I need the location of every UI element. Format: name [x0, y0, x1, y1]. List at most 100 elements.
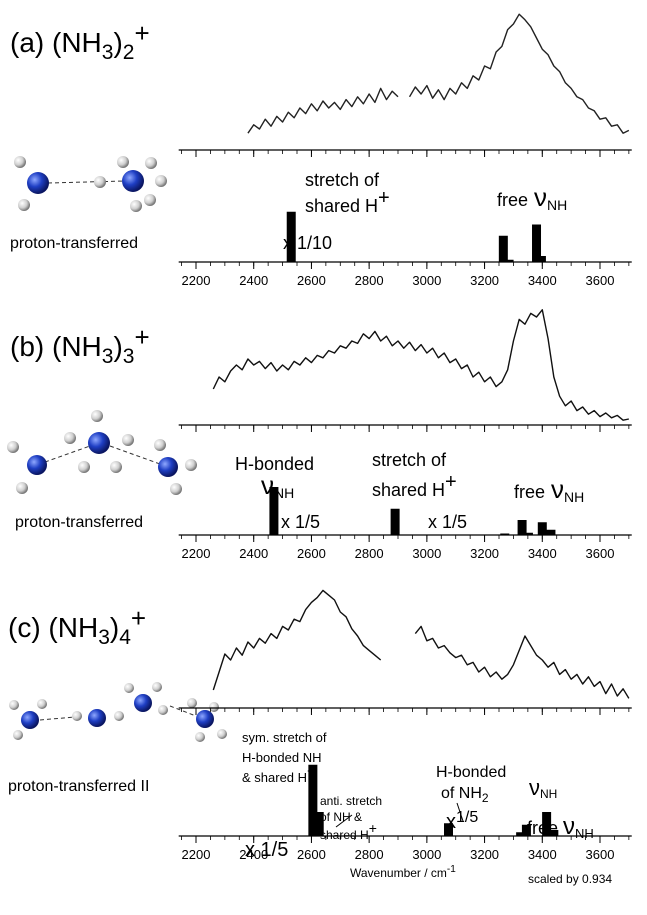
figure: (a) (NH3)2+ (b) (NH3)3+ (c) (NH3)4+ prot…	[0, 0, 647, 915]
annotation: sym. stretch of	[242, 730, 327, 745]
annotation-sup: +	[445, 471, 457, 493]
annotation-sub: NH	[575, 826, 594, 841]
stick-bar	[444, 823, 453, 836]
title-part: )	[110, 612, 119, 643]
x-tick-label: 3000	[412, 273, 441, 288]
x-tick-label: 2400	[239, 847, 268, 862]
annotation: of NH2	[441, 785, 489, 805]
annotation: shared H+	[305, 187, 390, 216]
annotation-sup: +	[369, 820, 377, 836]
annotation-part: shared H	[305, 196, 378, 216]
x-tick-label: 3000	[412, 546, 441, 561]
note: scaled by 0.934	[528, 872, 612, 886]
title-sub: 4	[119, 626, 131, 649]
molecule-c	[9, 682, 227, 742]
stick-bar	[269, 487, 278, 535]
stick-bar	[500, 534, 509, 536]
title-sup: +	[131, 603, 146, 633]
title-part: (c) (NH	[8, 612, 98, 643]
annotation-part: & shared H	[242, 770, 307, 785]
x-tick-label: 2400	[239, 546, 268, 561]
title-part: )	[113, 27, 122, 58]
stick-bar	[549, 830, 558, 836]
stick-bar	[522, 825, 531, 836]
x-tick-label: 3200	[470, 847, 499, 862]
spectrum-line	[213, 590, 629, 698]
x-tick-label: 2200	[182, 847, 211, 862]
stick-bar	[537, 256, 546, 262]
x-tick-label: 3600	[586, 546, 615, 561]
annotation-part: ν	[551, 474, 564, 504]
x-tick-label: 2600	[297, 546, 326, 561]
panel-title: (b) (NH3)3+	[10, 322, 150, 368]
annotation-part: of NH	[441, 785, 482, 802]
annotation: anti. stretch	[320, 794, 382, 808]
x-tick-label: 3200	[470, 546, 499, 561]
title-sub: 3	[98, 626, 110, 649]
stick-bar	[538, 522, 547, 535]
x-tick-label: 3000	[412, 847, 441, 862]
x-tick-label: 3400	[528, 546, 557, 561]
stick-bar	[391, 509, 400, 535]
structure-label: proton-transferred	[10, 235, 138, 252]
title-sub: 3	[123, 345, 135, 368]
title-sup: +	[134, 322, 149, 352]
annotation-part: shared H	[372, 480, 445, 500]
stick-bar	[546, 530, 555, 535]
annotation: stretch of	[305, 170, 380, 190]
annotation-sub: NH	[564, 489, 584, 505]
annotation: νNH	[529, 775, 557, 801]
title-part: )	[113, 331, 122, 362]
annotation: x 1/5	[428, 512, 467, 532]
title-sub: 3	[102, 345, 114, 368]
title-part: (a) (NH	[10, 27, 102, 58]
annotation-sub: NH	[547, 197, 567, 213]
annotation-part: free	[497, 190, 528, 210]
annotation-part: shared H	[320, 828, 369, 842]
x-tick-label: 2800	[355, 273, 384, 288]
title-sub: 2	[123, 41, 135, 64]
molecule-a	[14, 156, 167, 212]
stick-bar	[287, 212, 296, 262]
spectrum-line	[248, 14, 629, 133]
x-tick-label: 2800	[355, 546, 384, 561]
x-tick-label: 2600	[297, 273, 326, 288]
x-axis-label: Wavenumber / cm-1	[350, 864, 456, 880]
title-sup: +	[134, 18, 149, 48]
stick-bar	[499, 236, 508, 262]
x-tick-label: 3200	[470, 273, 499, 288]
annotation: shared H+	[372, 471, 457, 500]
x-tick-label: 3600	[586, 273, 615, 288]
title-part: (b) (NH	[10, 331, 102, 362]
x-tick-label: 2200	[182, 273, 211, 288]
annotation-part: ν	[534, 182, 547, 212]
panel-title: (c) (NH3)4+	[8, 603, 146, 649]
structure-label: proton-transferred	[15, 514, 143, 531]
annotation: H-bonded	[235, 454, 314, 474]
panel-title: (a) (NH3)2+	[10, 18, 150, 64]
molecule-b	[7, 410, 197, 495]
stick-bar	[524, 533, 533, 535]
annotation-part: ν	[529, 775, 540, 800]
structure-label: proton-transferred II	[8, 778, 149, 795]
annotation: H-bonded	[436, 764, 506, 781]
annotation: of NH &	[320, 810, 362, 824]
annotation: stretch of	[372, 450, 447, 470]
stick-bar	[505, 260, 514, 262]
annotation-sup: +	[378, 187, 390, 209]
x-tick-label: 2600	[297, 847, 326, 862]
annotation-sub: NH	[540, 787, 557, 801]
x-tick-label: 2800	[355, 847, 384, 862]
spectrum-line	[213, 310, 629, 420]
x-axis-label-part: Wavenumber / cm	[350, 866, 447, 880]
x-tick-label: 2200	[182, 546, 211, 561]
title-sub: 3	[102, 41, 114, 64]
annotation-sub: 2	[482, 791, 489, 805]
annotation: x 1/5	[281, 512, 320, 532]
x-tick-label: 3400	[528, 847, 557, 862]
annotation-part: free	[514, 482, 545, 502]
x-tick-label: 3600	[586, 847, 615, 862]
x-axis-label-sup: -1	[447, 864, 456, 875]
